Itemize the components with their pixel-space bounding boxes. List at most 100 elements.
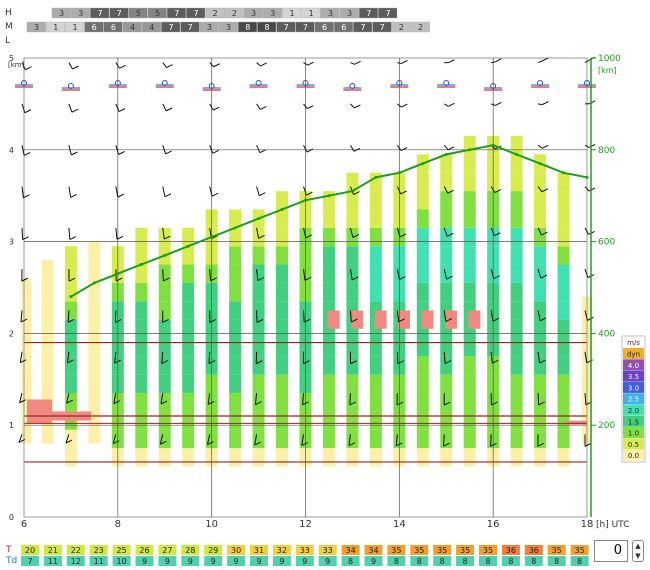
thermal-cell [322,448,335,467]
cloud-cell-value: 1 [289,9,294,18]
temperature-value: 32 [277,546,287,555]
wind-barb [396,269,406,281]
wind-barb-flag [25,66,32,71]
thermal-cell [322,356,335,375]
thermal-cell [64,301,77,320]
legend-swatch [623,449,644,461]
wind-barb-flag [307,61,314,66]
sounding-marker [108,80,127,88]
sounding-marker [343,83,362,91]
cloud-cell-value: 3 [34,23,39,32]
wind-barb-staff [537,60,543,64]
wind-barb-flag [539,359,546,364]
boundary-layer-point [210,235,214,239]
thermal-cell [135,393,148,412]
legend-label: 2.0 [628,407,639,415]
stepper-up-icon[interactable]: ▲ [635,542,641,550]
dewpoint-cell [570,556,589,566]
wind-barb-staff [115,186,119,198]
stepper-down-icon[interactable]: ▼ [635,552,641,560]
thermal-cell [346,191,359,210]
cloud-cell [84,21,104,33]
cloud-cell-value: 7 [380,23,385,32]
temperature-cell [456,545,475,555]
thermal-cell [557,374,570,394]
thermal-cell [88,388,101,407]
wind-barb-staff [256,103,261,110]
wind-barb-staff [584,227,589,235]
cloud-cell-value: 6 [322,23,327,32]
cloud-cell [147,7,167,19]
wind-barb-staff [20,310,23,323]
temperature-value: 31 [254,546,264,555]
wind-barb [21,269,29,282]
wind-barb [349,351,357,365]
thermal-cell [440,393,453,412]
wind-barb [537,434,545,447]
temperature-value: 33 [300,546,310,555]
wind-barb-staff [584,393,587,405]
hour-offset-input[interactable]: 0 [594,540,628,562]
wind-barb-staff [396,186,402,195]
hour-offset-stepper[interactable]: ▲ ▼ [632,540,644,562]
thermal-cell [557,429,570,449]
wind-barb-flag [254,441,261,446]
wind-barb-staff [490,351,493,364]
temperature-value: 35 [460,546,470,555]
cloud-row-label: H [5,8,12,18]
x-tick-label: 8 [115,519,121,530]
wind-barb-staff [584,310,588,321]
wind-barb-staff [256,186,260,196]
thermal-cell [510,393,523,412]
temperature-cell [89,545,108,555]
temperature-cell [227,545,246,555]
sounding-marker [484,83,503,91]
wind-barb-staff [491,61,496,64]
cloud-cell-value: 7 [360,23,365,32]
thermal-cell [88,351,101,371]
thermal-cell [88,370,101,389]
dewpoint-value: 9 [256,557,261,566]
thermal-cell [229,209,242,228]
wind-barb-staff [162,103,167,112]
wind-barb [490,269,500,280]
wind-barb-flag [20,318,28,323]
temperature-cell [272,545,291,555]
cloud-cell [301,7,321,19]
cloud-cell [282,7,302,19]
thermal-cell [276,393,289,412]
wind-barb-staff [68,227,71,240]
wind-barb-staff [350,103,355,109]
y-right-unit: [km] [598,66,617,75]
thermal-cell [135,319,148,338]
sounding-marker [578,80,596,88]
dewpoint-cell [112,556,131,566]
wind-barb [396,186,407,195]
dewpoint-value: 8 [394,557,399,566]
thermal-cell [252,264,265,283]
wind-barb-flag [444,401,451,406]
y-left-tick-label: 1 [9,421,14,430]
wind-barb-flag [542,101,549,106]
thermal-cell [557,246,570,265]
thermal-cell [534,411,547,430]
cloud-cell [224,7,244,19]
y-left-unit: [km] [8,61,25,69]
thermal-cell [416,227,429,247]
wind-barb-flag [401,60,408,64]
thermal-cell [135,411,148,430]
cloud-cell [161,21,181,33]
wind-barb-flag [65,439,73,444]
wind-barb [490,434,497,447]
wind-barb-staff [443,269,448,280]
thermal-cell [135,227,148,247]
thermal-cell [64,337,77,357]
wind-barb [209,269,217,282]
dewpoint-value: 8 [463,557,468,566]
wind-barb [349,393,357,406]
wind-barb-flag [305,234,312,239]
wind-barb-flag [160,400,168,405]
dewpoint-value: 11 [48,557,58,566]
temperature-cell [410,545,429,555]
wind-barb [18,434,26,443]
